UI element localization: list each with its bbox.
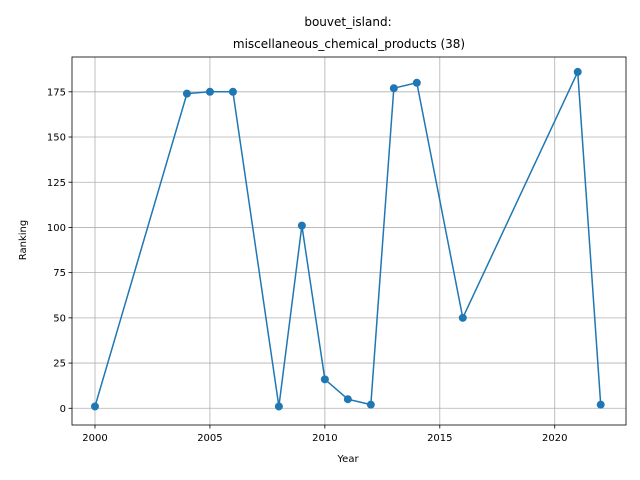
y-tick-label: 25 bbox=[53, 359, 66, 370]
data-point bbox=[320, 375, 329, 384]
x-axis-label: Year bbox=[336, 454, 359, 465]
chart-title-line-1: bouvet_island: bbox=[304, 15, 391, 29]
data-point bbox=[573, 67, 582, 76]
y-tick-label: 175 bbox=[47, 87, 66, 98]
data-point bbox=[90, 402, 99, 411]
data-point bbox=[182, 89, 191, 98]
y-tick-label: 50 bbox=[53, 313, 66, 324]
grid bbox=[72, 57, 626, 425]
y-tick-label: 150 bbox=[47, 133, 66, 144]
chart-title-line-2: miscellaneous_chemical_products (38) bbox=[233, 37, 465, 51]
data-point bbox=[343, 395, 352, 404]
y-tick-label: 0 bbox=[60, 404, 66, 415]
x-tick-label: 2020 bbox=[542, 433, 567, 444]
data-series bbox=[90, 67, 605, 411]
data-point bbox=[389, 84, 398, 93]
data-point bbox=[297, 221, 306, 230]
x-tick-label: 2000 bbox=[82, 433, 107, 444]
x-tick-label: 2010 bbox=[312, 433, 337, 444]
data-point bbox=[274, 402, 283, 411]
data-point bbox=[228, 87, 237, 96]
data-point bbox=[412, 78, 421, 87]
data-point bbox=[596, 400, 605, 409]
y-tick-label: 125 bbox=[47, 178, 66, 189]
y-tick-label: 75 bbox=[53, 268, 66, 279]
data-point bbox=[458, 313, 467, 322]
x-tick-label: 2005 bbox=[197, 433, 222, 444]
y-tick-label: 100 bbox=[47, 223, 66, 234]
x-tick-label: 2015 bbox=[427, 433, 452, 444]
plot-frame bbox=[71, 56, 627, 426]
data-point bbox=[366, 400, 375, 409]
axis-ticks: 2000 2005 2010 2015 2020 0 25 50 75 100 125 150 175 bbox=[47, 87, 568, 444]
data-point bbox=[205, 87, 214, 96]
y-axis-label: Ranking bbox=[18, 220, 29, 260]
